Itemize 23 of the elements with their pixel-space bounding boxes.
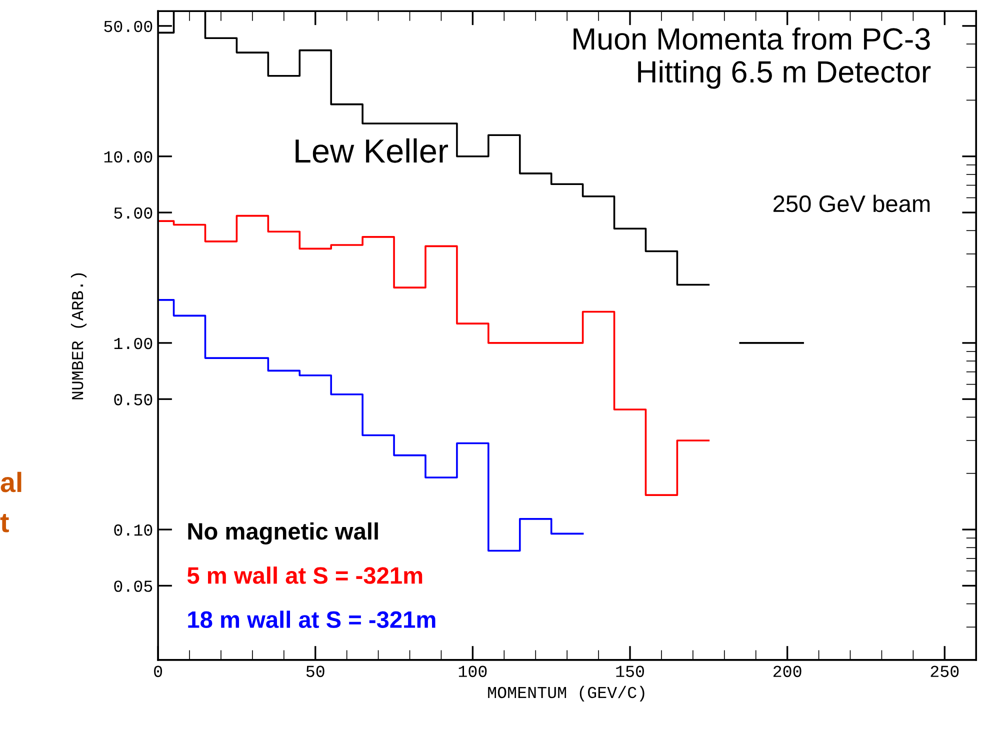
text: al	[0, 472, 22, 492]
text: 5 m wall at S = -321m	[187, 566, 422, 584]
y-tick-label: 0.10	[114, 524, 152, 536]
annotation: 250 GeV beam	[773, 194, 930, 212]
text: Muon Momenta from PC-3 Hitting 6.5 m Detector	[574, 27, 931, 89]
y-tick-label: 0.05	[114, 580, 152, 592]
y-axis-title: NUMBER (ARB.)	[70, 273, 87, 400]
x-tick-label: 100	[458, 666, 487, 678]
text: 18 m wall at S = -321m	[188, 610, 436, 628]
x-tick-label: 0	[154, 666, 162, 678]
x-tick-label: 50	[306, 666, 324, 678]
x-tick-label: 150	[616, 666, 644, 678]
y-tick-label: 1.00	[114, 338, 152, 350]
x-tick-label: 250	[930, 666, 959, 678]
x-tick-label: 200	[773, 666, 802, 678]
y-tick-label: 0.50	[114, 394, 152, 406]
x-axis-title: MOMENTUM (GEV/C)	[488, 686, 644, 702]
y-tick-label: 50.00	[104, 20, 152, 32]
text: t	[0, 514, 9, 532]
y-tick-label: 10.00	[104, 151, 152, 163]
annotation: Lew Keller	[296, 138, 448, 163]
y-tick-label: 5.00	[114, 207, 152, 219]
text: No magnetic wall	[188, 522, 378, 544]
